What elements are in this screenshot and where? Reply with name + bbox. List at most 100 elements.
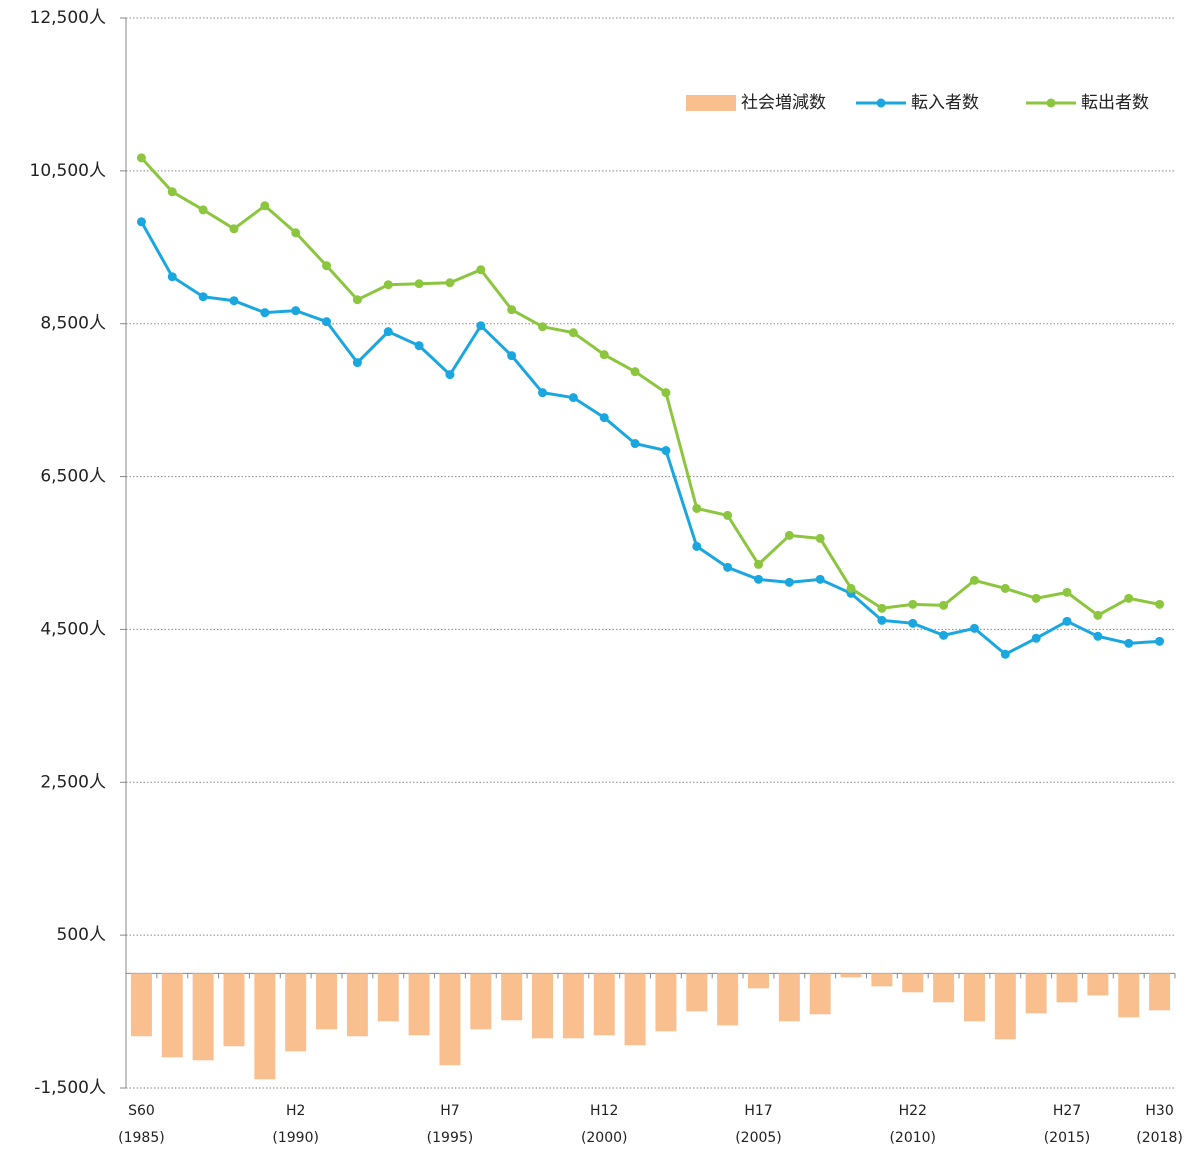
point [969,623,979,633]
legend-label: 転出者数 [1081,93,1149,113]
point [1093,610,1103,620]
bar [223,973,245,1047]
bar [316,973,338,1030]
point [723,562,733,572]
bar [809,973,831,1015]
point [322,261,332,271]
bar [532,973,554,1039]
point [908,618,918,628]
legend-swatch [686,95,736,111]
point [599,350,609,360]
bar [408,973,430,1036]
point [507,305,517,315]
point [1124,638,1134,648]
point [939,600,949,610]
y-tick-label: 4,500人 [40,619,106,639]
legend-label: 転入者数 [911,93,979,113]
bar [130,973,152,1037]
y-tick-label: 8,500人 [40,314,106,334]
point [229,296,239,306]
bar [933,973,955,1003]
bar [994,973,1016,1040]
bar [501,973,523,1021]
point [692,541,702,551]
bar [377,973,399,1022]
bar [840,973,862,978]
point [784,577,794,587]
bar [192,973,214,1061]
bar [902,973,924,993]
bar [254,973,276,1080]
x-tick-sublabel: (1990) [272,1130,319,1146]
point [167,272,177,282]
bar [593,973,615,1036]
bar [1056,973,1078,1003]
bar [439,973,461,1066]
point [1124,593,1134,603]
bar [747,973,769,989]
point [1155,599,1165,609]
point [723,510,733,520]
point [445,370,455,380]
point [815,574,825,584]
point [507,351,517,361]
point [969,575,979,585]
point [260,201,270,211]
bar [285,973,307,1052]
bar [470,973,492,1030]
point [445,278,455,288]
bar [1118,973,1140,1018]
point [846,583,856,593]
point [538,322,548,332]
point [383,327,393,337]
point [939,630,949,640]
point [322,317,332,327]
point [352,358,362,368]
y-tick-label: 12,500人 [30,8,106,28]
point [538,388,548,398]
point [815,533,825,543]
point [630,367,640,377]
bar [346,973,368,1037]
bar [686,973,708,1012]
bar [1025,973,1047,1014]
x-tick-sublabel: (2010) [889,1130,936,1146]
x-tick-label: H2 [286,1103,305,1119]
bar [1149,973,1171,1011]
point [1062,587,1072,597]
point [1031,633,1041,643]
bar [161,973,183,1058]
point [599,413,609,423]
bar [963,973,985,1022]
x-tick-label: H27 [1053,1103,1081,1119]
x-tick-sublabel: (1995) [427,1130,474,1146]
bar [871,973,893,987]
point [476,265,486,275]
x-tick-label: H7 [440,1103,459,1119]
x-tick-label: H30 [1145,1103,1173,1119]
x-tick-label: H12 [590,1103,618,1119]
y-tick-label: 10,500人 [30,161,106,181]
point [136,153,146,163]
y-tick-label: 6,500人 [40,467,106,487]
point [352,295,362,305]
x-tick-sublabel: (2018) [1136,1130,1183,1146]
point [630,439,640,449]
point [661,388,671,398]
line [140,221,1160,657]
x-tick-label: H17 [744,1103,772,1119]
point [877,615,887,625]
point [198,292,208,302]
point [692,503,702,513]
line [140,156,1160,618]
point [908,599,918,609]
bar [778,973,800,1022]
point [136,217,146,227]
x-tick-sublabel: (1985) [118,1130,165,1146]
bar [655,973,677,1032]
point [1031,593,1041,603]
bar [1087,973,1109,996]
legend-marker [1046,98,1056,108]
point [1093,631,1103,641]
point [784,530,794,540]
